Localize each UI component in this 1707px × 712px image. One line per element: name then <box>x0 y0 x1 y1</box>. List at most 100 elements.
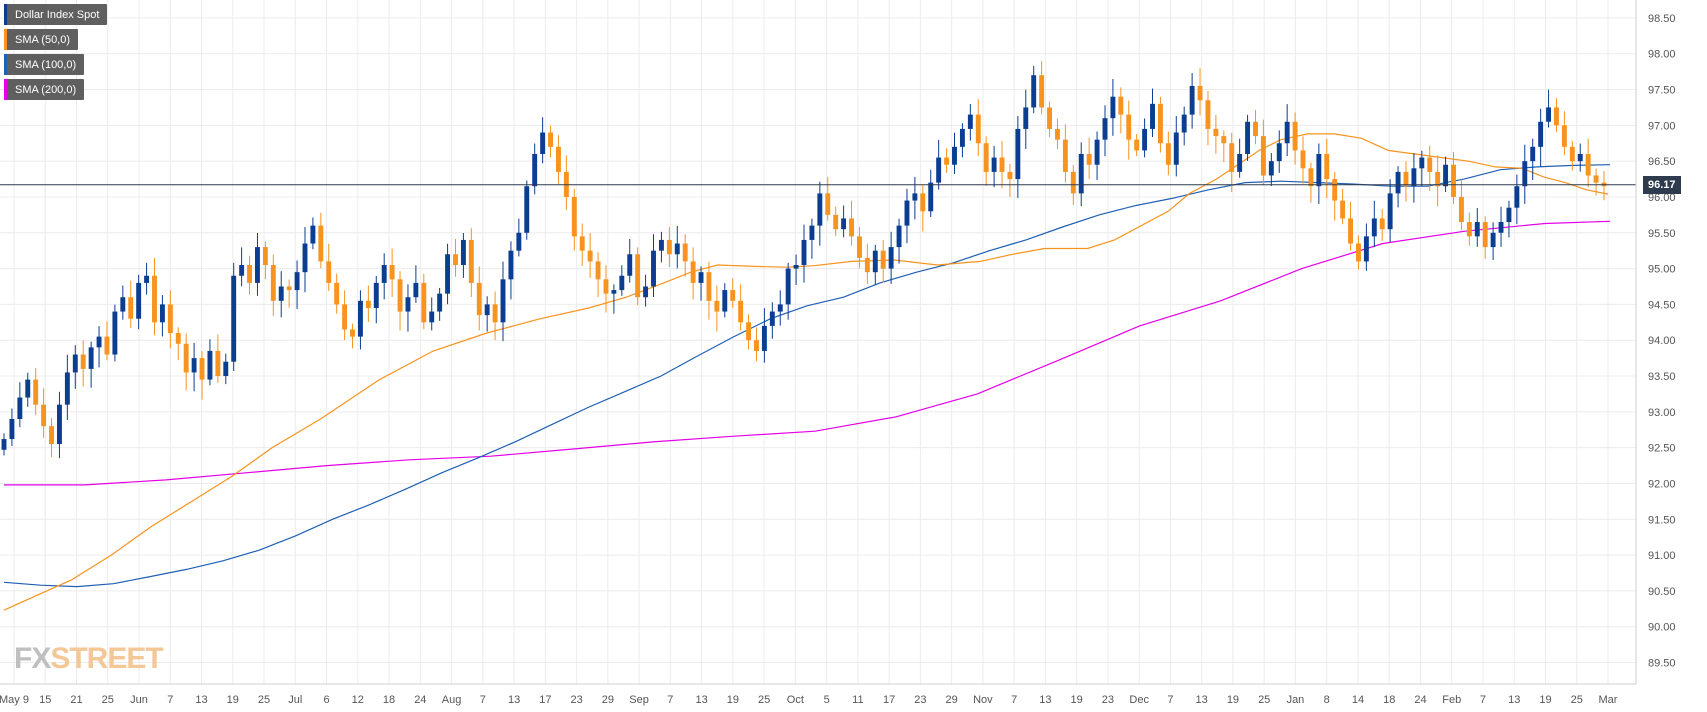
candle-body <box>429 311 435 323</box>
candle-body <box>1047 107 1052 129</box>
candle-body <box>72 354 78 373</box>
y-tick-label: 97.00 <box>1648 120 1676 132</box>
fxstreet-logo: FXSTREET <box>14 642 164 676</box>
candle-body <box>1348 218 1353 244</box>
candle-body <box>611 290 617 294</box>
candle-body <box>1070 171 1076 194</box>
y-tick-label: 90.50 <box>1648 586 1676 598</box>
candle-body <box>104 336 110 355</box>
candle-body <box>975 114 981 144</box>
candle-body <box>674 243 680 255</box>
candle-body <box>270 265 276 301</box>
candle-body <box>1039 75 1045 108</box>
candle-body <box>437 293 443 312</box>
candle-body <box>1237 153 1243 172</box>
candle-body <box>1031 75 1037 108</box>
candle-body <box>365 300 371 308</box>
x-tick-label: Nov <box>973 694 993 706</box>
x-tick-label: 7 <box>667 694 673 706</box>
x-tick-label: 13 <box>1196 694 1208 706</box>
candle-body <box>1490 232 1496 248</box>
candle-body <box>41 404 47 427</box>
candle-body <box>1189 85 1195 115</box>
y-tick-label: 95.50 <box>1648 228 1676 240</box>
candle-body <box>56 404 62 445</box>
legend-item-sma-200[interactable]: SMA (200,0) <box>4 79 85 100</box>
candle-body <box>183 343 189 373</box>
candle-body <box>1585 153 1591 176</box>
candle-body <box>1569 146 1575 162</box>
candle-body <box>294 272 300 291</box>
candle-body <box>698 272 704 283</box>
candle-body <box>1015 128 1021 180</box>
x-tick-label: 19 <box>727 694 739 706</box>
candle-body <box>1300 150 1306 169</box>
candle-body <box>453 254 458 266</box>
candle-body <box>856 236 862 258</box>
x-tick-label: 23 <box>1102 694 1114 706</box>
candle-body <box>255 247 260 283</box>
candle-body <box>722 290 728 312</box>
x-tick-label: 6 <box>323 694 329 706</box>
x-tick-label: 19 <box>1071 694 1083 706</box>
candle-body <box>1482 222 1488 248</box>
candle-body <box>1371 218 1377 237</box>
legend-item-dollar-index[interactable]: Dollar Index Spot <box>4 4 108 25</box>
candle-body <box>1086 153 1092 165</box>
candle-body <box>1593 175 1599 183</box>
candle-body <box>191 358 197 373</box>
x-tick-label: 7 <box>1480 694 1486 706</box>
candle-body <box>1395 171 1401 194</box>
candle-body <box>1094 139 1100 165</box>
legend-swatch <box>4 4 7 25</box>
legend-item-sma-100[interactable]: SMA (100,0) <box>4 54 85 75</box>
y-tick-label: 93.00 <box>1648 407 1676 419</box>
candle-body <box>825 193 831 215</box>
candle-body <box>25 379 31 398</box>
candle-body <box>286 286 292 291</box>
candle-body <box>33 379 39 405</box>
candle-body <box>516 232 522 251</box>
x-tick-label: Aug <box>442 694 462 706</box>
candle-body <box>1142 128 1148 151</box>
y-tick-label: 94.00 <box>1648 335 1676 347</box>
candle-body <box>310 225 316 244</box>
candle-body <box>793 265 799 269</box>
legend-item-sma-50[interactable]: SMA (50,0) <box>4 29 79 50</box>
candle-body <box>651 250 656 287</box>
x-tick-label: 24 <box>1414 694 1426 706</box>
candle-body <box>1 439 7 450</box>
candle-body <box>1458 196 1464 223</box>
candle-body <box>1245 121 1251 154</box>
candle-body <box>1205 100 1211 129</box>
candle-body <box>1260 136 1266 176</box>
candle-body <box>556 146 561 172</box>
candle-body <box>1332 179 1338 201</box>
candle-body <box>49 426 54 445</box>
candle-body <box>714 300 720 312</box>
candle-body <box>381 265 387 283</box>
candle-body <box>524 186 530 233</box>
candle-body <box>112 311 118 355</box>
x-tick-label: Mar <box>1599 694 1618 706</box>
candle-body <box>96 336 102 348</box>
candle-body <box>944 157 950 165</box>
candle-body <box>1498 222 1504 233</box>
y-tick-label: 89.50 <box>1648 658 1676 670</box>
candle-body <box>1118 96 1124 115</box>
candle-body <box>548 132 553 147</box>
x-tick-label: 13 <box>1039 694 1051 706</box>
x-tick-label: 25 <box>758 694 770 706</box>
candle-body <box>540 132 546 154</box>
candle-body <box>1292 121 1298 151</box>
candle-body <box>326 261 332 283</box>
candle-body <box>754 340 759 351</box>
candle-body <box>500 279 506 323</box>
candle-body <box>144 275 150 283</box>
candle-body <box>959 128 965 147</box>
x-tick-label: 29 <box>602 694 614 706</box>
candle-body <box>928 182 934 212</box>
x-tick-label: Feb <box>1442 694 1461 706</box>
candle-body <box>1197 85 1203 101</box>
candle-body <box>247 265 252 283</box>
